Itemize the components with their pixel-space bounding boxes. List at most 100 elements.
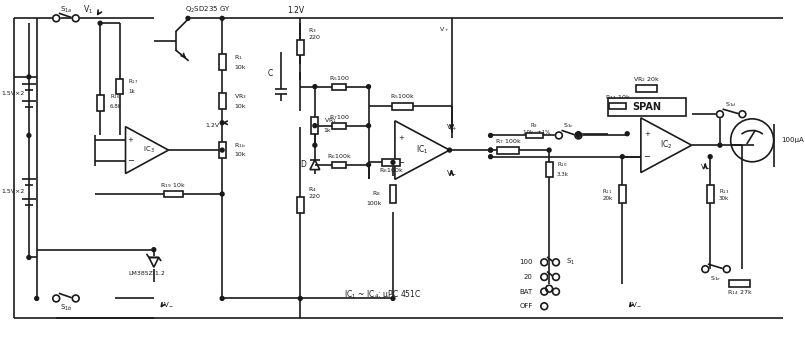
Circle shape bbox=[221, 121, 224, 125]
Bar bbox=[636, 85, 658, 92]
Circle shape bbox=[72, 15, 79, 22]
Circle shape bbox=[552, 288, 559, 295]
Bar bbox=[392, 103, 414, 110]
Text: S$_{1c}$: S$_{1c}$ bbox=[563, 121, 574, 130]
Circle shape bbox=[27, 75, 31, 79]
Text: V$_-$: V$_-$ bbox=[163, 300, 174, 308]
Circle shape bbox=[313, 124, 317, 128]
Circle shape bbox=[221, 16, 224, 20]
Circle shape bbox=[313, 85, 317, 89]
Text: R$_6$100k: R$_6$100k bbox=[378, 166, 403, 175]
Text: 1.5V×2: 1.5V×2 bbox=[2, 189, 25, 194]
Text: R$_3$: R$_3$ bbox=[308, 27, 317, 35]
Text: 6.8k: 6.8k bbox=[110, 104, 122, 108]
Text: 220: 220 bbox=[308, 35, 320, 40]
Circle shape bbox=[391, 296, 395, 300]
Text: R$_6$100k: R$_6$100k bbox=[327, 152, 352, 161]
Text: 1.5V×2: 1.5V×2 bbox=[2, 91, 25, 96]
Circle shape bbox=[702, 266, 708, 272]
Text: 100k: 100k bbox=[365, 201, 382, 206]
Circle shape bbox=[186, 16, 190, 20]
Text: S$_{1e}$: S$_{1e}$ bbox=[710, 274, 722, 283]
Bar bbox=[332, 162, 346, 168]
Text: R$_1$: R$_1$ bbox=[234, 53, 242, 62]
Text: S$_{1b}$: S$_{1b}$ bbox=[60, 303, 72, 313]
Text: R$_{14}$ 27k: R$_{14}$ 27k bbox=[727, 288, 753, 297]
Bar bbox=[219, 142, 225, 158]
Circle shape bbox=[489, 134, 493, 138]
Bar bbox=[619, 185, 625, 203]
Circle shape bbox=[313, 143, 317, 147]
Circle shape bbox=[299, 296, 302, 300]
Bar bbox=[116, 79, 123, 94]
Circle shape bbox=[72, 295, 79, 302]
Text: +: + bbox=[644, 131, 650, 137]
Text: R$_{1b}$: R$_{1b}$ bbox=[234, 141, 246, 150]
Bar bbox=[608, 98, 686, 116]
Text: R$_{11}$ 10k: R$_{11}$ 10k bbox=[605, 93, 630, 102]
Text: +: + bbox=[398, 135, 403, 141]
Text: R$_9$: R$_9$ bbox=[530, 121, 539, 130]
Circle shape bbox=[221, 148, 224, 152]
Bar bbox=[219, 94, 225, 109]
Bar bbox=[390, 185, 396, 203]
Circle shape bbox=[489, 155, 493, 159]
Text: 10k :±1%: 10k :±1% bbox=[522, 130, 550, 135]
Circle shape bbox=[621, 155, 625, 159]
Bar bbox=[729, 281, 750, 287]
Text: V$_-$: V$_-$ bbox=[631, 300, 642, 308]
Circle shape bbox=[552, 259, 559, 266]
Text: R$_{11}$
20k: R$_{11}$ 20k bbox=[602, 187, 613, 201]
Text: V$_-$: V$_-$ bbox=[446, 168, 457, 176]
Text: R$_7$ 100k: R$_7$ 100k bbox=[494, 137, 522, 146]
Text: 1k: 1k bbox=[324, 128, 332, 133]
Text: OFF: OFF bbox=[519, 303, 533, 309]
Circle shape bbox=[541, 259, 547, 266]
Circle shape bbox=[555, 132, 563, 139]
Text: R$_{10}$: R$_{10}$ bbox=[557, 160, 568, 169]
Text: V$_+$: V$_+$ bbox=[446, 123, 457, 133]
Circle shape bbox=[718, 143, 722, 147]
Text: 10k: 10k bbox=[234, 65, 246, 70]
Text: IC$_1$: IC$_1$ bbox=[416, 144, 428, 156]
Circle shape bbox=[98, 21, 102, 25]
Circle shape bbox=[366, 124, 370, 128]
Text: 1.2V: 1.2V bbox=[205, 123, 219, 128]
Bar bbox=[297, 40, 303, 55]
Bar bbox=[312, 117, 318, 135]
Circle shape bbox=[53, 295, 60, 302]
Circle shape bbox=[27, 134, 31, 138]
Circle shape bbox=[35, 296, 39, 300]
Text: R$_5$100k: R$_5$100k bbox=[390, 92, 415, 101]
Text: S$_1$: S$_1$ bbox=[566, 257, 575, 267]
Circle shape bbox=[716, 111, 724, 118]
Text: 20: 20 bbox=[524, 274, 533, 280]
Text: IC$_2$: IC$_2$ bbox=[660, 139, 672, 151]
Text: 220: 220 bbox=[308, 194, 320, 199]
Circle shape bbox=[53, 15, 60, 22]
Text: VR$_2$ 20k: VR$_2$ 20k bbox=[633, 75, 660, 84]
Text: R$_5$100: R$_5$100 bbox=[329, 74, 349, 83]
Text: +: + bbox=[127, 137, 134, 143]
Text: R$_{16}$: R$_{16}$ bbox=[110, 92, 121, 101]
Circle shape bbox=[541, 303, 547, 310]
Bar bbox=[526, 132, 543, 138]
Circle shape bbox=[221, 296, 224, 300]
Circle shape bbox=[708, 155, 712, 159]
Text: BAT: BAT bbox=[519, 289, 533, 295]
Text: 100: 100 bbox=[519, 259, 533, 265]
Circle shape bbox=[724, 266, 730, 272]
Bar bbox=[497, 147, 519, 153]
Text: S$_{1d}$: S$_{1d}$ bbox=[724, 100, 737, 109]
Bar bbox=[707, 185, 713, 203]
Text: −: − bbox=[397, 158, 404, 167]
Text: S$_{1a}$: S$_{1a}$ bbox=[60, 4, 72, 15]
Circle shape bbox=[221, 192, 224, 196]
Circle shape bbox=[489, 148, 493, 152]
Text: Q$_2$SD235 GY: Q$_2$SD235 GY bbox=[184, 4, 230, 15]
Circle shape bbox=[547, 148, 551, 152]
Text: 1.2V: 1.2V bbox=[287, 6, 304, 15]
Circle shape bbox=[366, 163, 370, 167]
Bar bbox=[332, 84, 346, 90]
Circle shape bbox=[546, 285, 552, 292]
